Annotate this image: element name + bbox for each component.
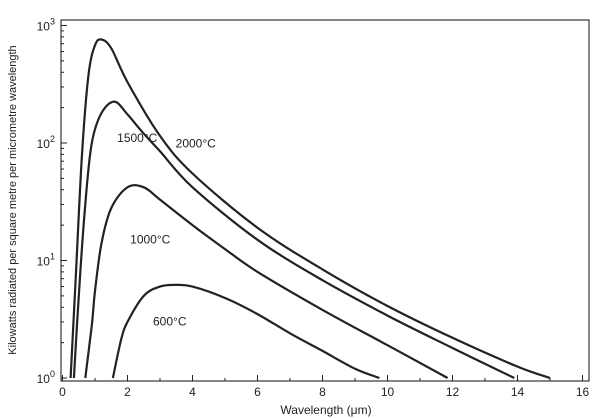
y-tick-label: 101 — [37, 252, 55, 269]
x-tick-label: 4 — [189, 385, 196, 399]
x-axis-ticks: 0 2 4 6 8 10 12 14 16 — [59, 375, 589, 399]
plot-frame — [60, 19, 590, 382]
y-tick-label: 103 — [37, 17, 55, 34]
x-tick-label: 14 — [511, 385, 525, 399]
x-tick-label: 8 — [319, 385, 326, 399]
series-curves — [69, 38, 551, 380]
curve-labels: 2000°C 1500°C 1000°C 600°C — [117, 131, 216, 328]
y-tick-label: 100 — [37, 369, 55, 386]
curve-label: 1000°C — [130, 232, 170, 246]
x-tick-label: 12 — [446, 385, 460, 399]
curve-label: 1500°C — [117, 131, 157, 145]
x-axis-label: Wavelength (μm) — [280, 403, 371, 417]
x-tick-label: 16 — [576, 385, 590, 399]
series-line-1 — [72, 100, 515, 379]
series-line-2 — [84, 184, 449, 379]
y-axis-label: Kilowatts radiated per square metre per … — [7, 45, 19, 354]
curve-label: 2000°C — [176, 136, 216, 150]
x-tick-label: 10 — [381, 385, 395, 399]
curve-label: 600°C — [153, 314, 187, 328]
y-axis-ticks: 100 101 102 103 — [37, 17, 67, 386]
x-tick-label: 6 — [254, 385, 261, 399]
series-line-0 — [69, 38, 551, 380]
y-tick-label: 102 — [37, 134, 55, 151]
x-tick-label: 0 — [59, 385, 66, 399]
series-line-3 — [111, 283, 380, 380]
x-tick-label: 2 — [124, 385, 131, 399]
